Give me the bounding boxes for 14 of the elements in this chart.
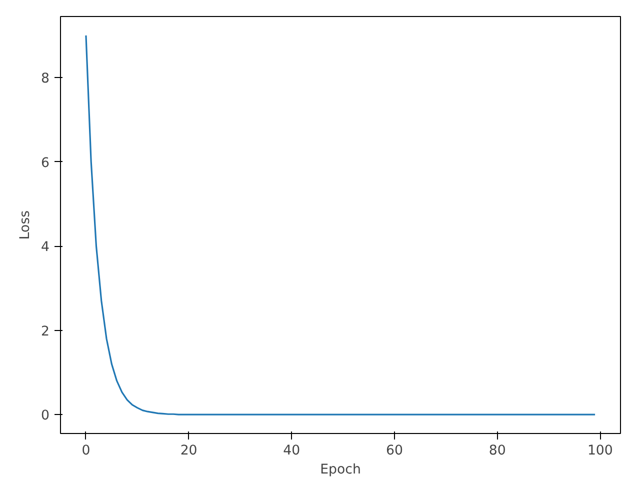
y-axis-title: Loss [18, 210, 34, 240]
x-tick-label: 60 [386, 444, 403, 458]
y-tick-label: 0 [41, 408, 50, 424]
x-tick-label: 100 [587, 444, 613, 458]
y-tick-label: 8 [41, 72, 50, 87]
y-tick-label: 6 [41, 156, 50, 171]
y-tick-label: 2 [41, 324, 50, 340]
x-tick-label: 0 [82, 444, 90, 458]
x-tick-label: 40 [283, 444, 300, 458]
y-tick-label: 4 [41, 240, 50, 256]
x-tick-label: 20 [180, 444, 198, 458]
x-tick-label: 80 [488, 444, 506, 458]
x-axis-title: Epoch [320, 462, 361, 478]
line-series [85, 34, 596, 416]
